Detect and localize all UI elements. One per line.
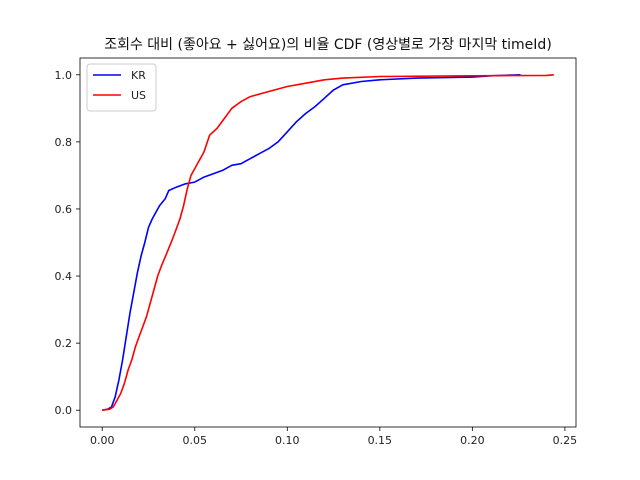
legend-label-us: US — [131, 89, 146, 102]
series-line-us — [102, 74, 554, 411]
x-tick-label: 0.15 — [368, 434, 393, 447]
x-tick-label: 0.00 — [90, 434, 115, 447]
y-tick-label: 0.0 — [55, 404, 73, 417]
x-tick-label: 0.20 — [460, 434, 485, 447]
series-line-kr — [102, 74, 521, 411]
legend-items: KR US — [93, 69, 146, 102]
legend-label-kr: KR — [131, 69, 146, 82]
chart-title: 조회수 대비 (좋아요 + 싫어요)의 비율 CDF (영상별로 가장 마지막 … — [104, 37, 552, 53]
y-tick-label: 0.6 — [55, 203, 73, 216]
x-tick-label: 0.05 — [182, 434, 207, 447]
y-tick-label: 0.2 — [55, 337, 73, 350]
x-axis-ticks: 0.00 0.05 0.10 0.15 0.20 0.25 — [90, 427, 577, 447]
x-tick-label: 0.25 — [553, 434, 578, 447]
y-tick-label: 0.4 — [55, 270, 73, 283]
x-tick-label: 0.10 — [275, 434, 300, 447]
series-layer — [102, 74, 554, 411]
y-axis-ticks: 0.0 0.2 0.4 0.6 0.8 1.0 — [55, 69, 80, 417]
y-tick-label: 1.0 — [55, 69, 73, 82]
legend: KR US — [86, 63, 157, 112]
plot-area: 0.00 0.05 0.10 0.15 0.20 0.25 0.0 0.2 0.4 0.6 0.8… — [55, 57, 577, 447]
y-tick-label: 0.8 — [55, 136, 73, 149]
axes-frame — [79, 57, 577, 428]
